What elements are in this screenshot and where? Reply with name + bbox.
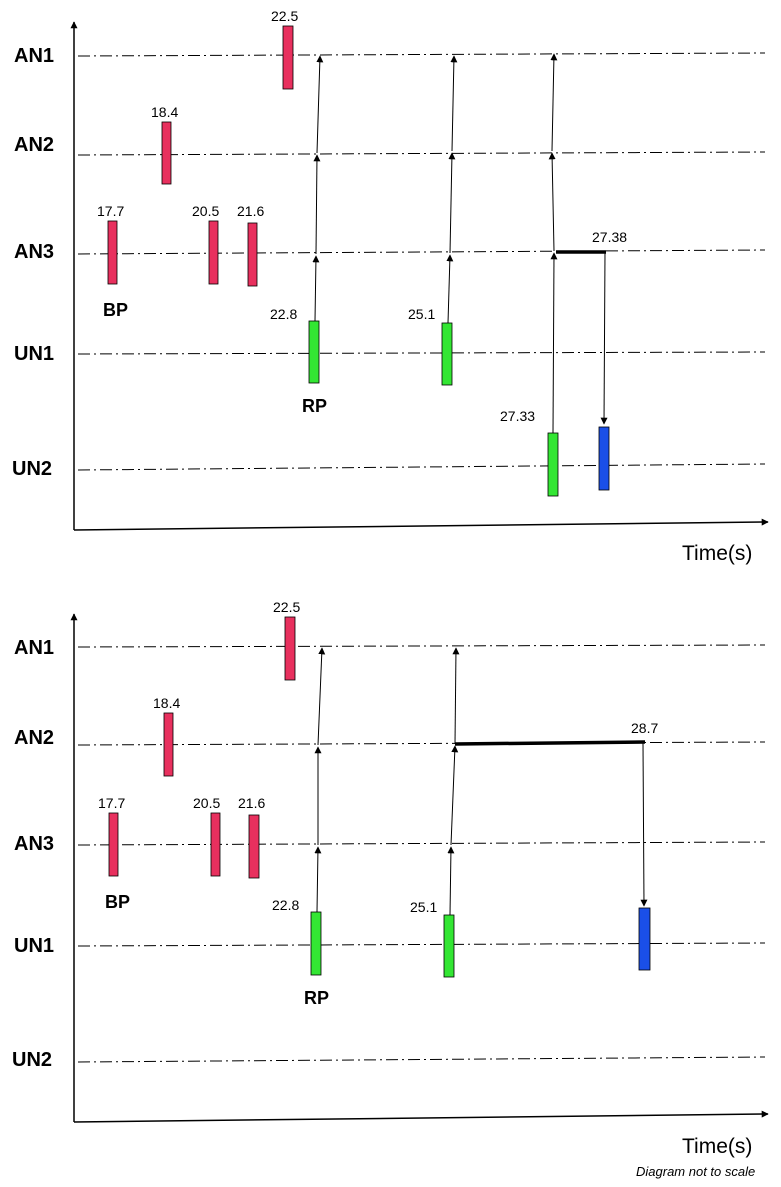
phase-label-rp: RP xyxy=(304,988,329,1008)
value-label-22-5: 22.5 xyxy=(271,8,298,24)
hold-line-an2 xyxy=(454,740,646,746)
event-bar-21-6 xyxy=(247,222,258,287)
value-label-18-4: 18.4 xyxy=(151,104,178,120)
value-label-22-8: 22.8 xyxy=(272,897,299,913)
value-label-18-4: 18.4 xyxy=(153,695,180,711)
lane-line-an3 xyxy=(77,841,766,846)
node-bar-27-33 xyxy=(547,432,559,497)
arrow-rp-an3-an2 xyxy=(313,154,321,255)
event-bar-18-4 xyxy=(163,712,174,777)
lane-line-an1 xyxy=(77,52,766,57)
final-bar-27-38 xyxy=(598,426,610,491)
node-bar-25-1 xyxy=(441,322,453,386)
arrow-rp-an2-an1 xyxy=(316,55,324,154)
event-bar-18-4 xyxy=(161,121,172,185)
lane-label-an2: AN2 xyxy=(14,134,54,156)
event-bar-20-5 xyxy=(208,220,219,285)
value-label-22-8: 22.8 xyxy=(270,306,297,322)
value-label-17-7: 17.7 xyxy=(97,203,124,219)
arrow-rp-un1-an3 xyxy=(312,255,320,322)
value-label-21-6: 21.6 xyxy=(237,203,264,219)
phase-label-rp: RP xyxy=(302,396,327,416)
event-bar-20-5 xyxy=(210,812,221,877)
lane-label-an3: AN3 xyxy=(14,833,54,855)
value-label-17-7: 17.7 xyxy=(98,795,125,811)
arrow-n2-an3-an2 xyxy=(450,745,459,846)
lane-line-un2 xyxy=(77,463,766,471)
node-bar-22-8 xyxy=(310,911,322,976)
value-label-25-1: 25.1 xyxy=(410,899,437,915)
footnote: Diagram not to scale xyxy=(636,1164,755,1179)
event-bar-17-7 xyxy=(108,812,119,877)
value-label-27-38: 27.38 xyxy=(592,229,627,245)
value-label-21-6: 21.6 xyxy=(238,795,265,811)
node-bar-25-1 xyxy=(443,914,455,978)
arrow-n2-an2-an1 xyxy=(452,647,460,745)
x-axis-title: Time(s) xyxy=(682,542,752,565)
panel-top: AN1 AN2 AN3 UN1 UN2 17.7 18.4 20.5 21.6 … xyxy=(12,8,769,565)
arrow-n2-an2-an1 xyxy=(450,55,458,152)
arrow-n3-an2-an1 xyxy=(550,53,558,152)
value-label-27-33: 27.33 xyxy=(500,408,535,424)
arrow-drop-an3-un2 xyxy=(600,251,608,425)
arrow-rp-an2-an1 xyxy=(317,647,326,746)
arrow-n2-un1-an3 xyxy=(446,254,454,324)
phase-label-bp: BP xyxy=(103,300,128,320)
lane-label-an1: AN1 xyxy=(14,637,54,659)
x-axis-title: Time(s) xyxy=(682,1135,752,1158)
final-bar-28-7 xyxy=(638,907,651,971)
lane-label-an2: AN2 xyxy=(14,727,54,749)
arrow-rp-un1-an3 xyxy=(314,846,322,913)
arrow-n2-an3-an2 xyxy=(448,152,456,254)
lane-label-an3: AN3 xyxy=(14,241,54,263)
x-axis xyxy=(73,1110,769,1123)
lane-line-an2 xyxy=(77,151,766,156)
lane-line-an3 xyxy=(77,249,766,255)
value-label-25-1: 25.1 xyxy=(408,306,435,322)
lane-line-un2 xyxy=(77,1056,766,1063)
lane-label-un2: UN2 xyxy=(12,1049,52,1071)
event-bar-22-5 xyxy=(282,25,294,90)
lane-label-un2: UN2 xyxy=(12,458,52,480)
arrow-drop-an2-un1 xyxy=(640,742,648,907)
lane-line-un1 xyxy=(77,942,766,947)
value-label-20-5: 20.5 xyxy=(193,795,220,811)
arrow-n3-an3-an2 xyxy=(548,152,556,252)
event-bar-21-6 xyxy=(248,814,260,879)
node-bar-22-8 xyxy=(308,320,320,384)
x-axis xyxy=(73,518,769,531)
lane-label-an1: AN1 xyxy=(14,45,54,67)
value-label-20-5: 20.5 xyxy=(192,203,219,219)
lane-line-an2 xyxy=(77,741,766,746)
phase-label-bp: BP xyxy=(105,892,130,912)
event-bar-17-7 xyxy=(107,220,118,285)
value-label-28-7: 28.7 xyxy=(631,720,658,736)
panel-bottom: AN1 AN2 AN3 UN1 UN2 17.7 18.4 20.5 21.6 … xyxy=(12,599,769,1179)
lane-line-an1 xyxy=(77,644,766,648)
value-label-22-5: 22.5 xyxy=(273,599,300,615)
lane-line-un1 xyxy=(77,351,766,355)
lane-label-un1: UN1 xyxy=(14,935,54,957)
event-bar-22-5 xyxy=(284,616,296,681)
arrow-n2-un1-an3 xyxy=(447,846,455,916)
lane-label-un1: UN1 xyxy=(14,343,54,365)
arrow-n3-un2-an3 xyxy=(550,252,558,434)
